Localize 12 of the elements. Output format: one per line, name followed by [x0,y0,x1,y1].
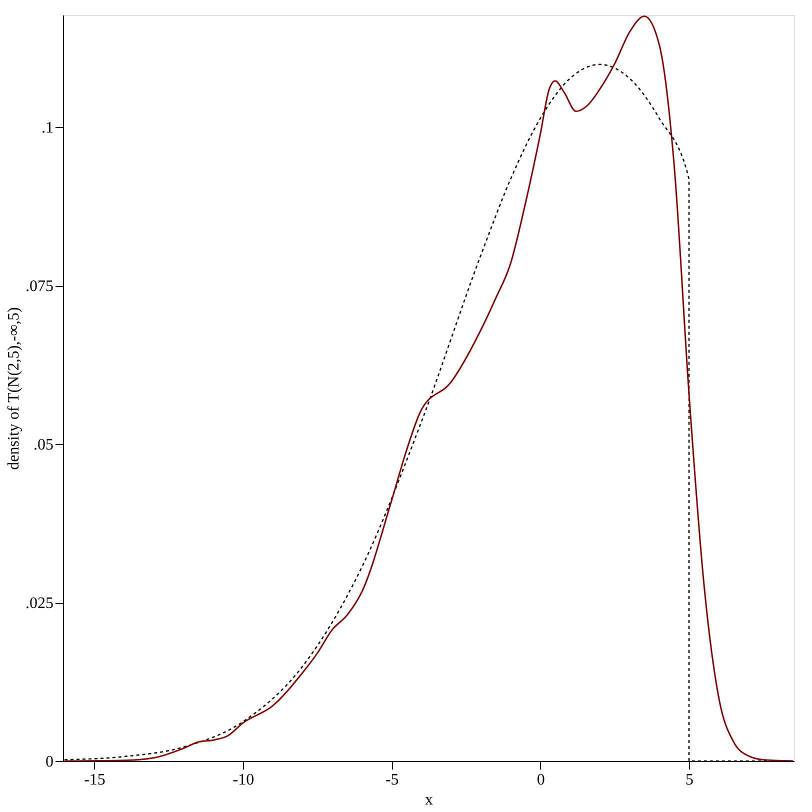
y-tick-label: .1 [42,120,54,137]
y-tick-label: 0 [46,754,54,770]
y-axis-title: density of T(N(2,5),-∞,5) [6,307,22,470]
y-tick-label: .05 [34,436,54,454]
x-tick-label: -15 [84,772,106,788]
x-tick-label: -5 [385,772,399,788]
y-tick-label: .025 [26,595,54,612]
y-tick-label: .075 [26,278,54,296]
x-tick-label: 0 [536,772,545,788]
x-tick-label: -10 [232,772,254,788]
x-axis-title: x [425,792,433,808]
x-tick-label: 5 [686,772,694,788]
